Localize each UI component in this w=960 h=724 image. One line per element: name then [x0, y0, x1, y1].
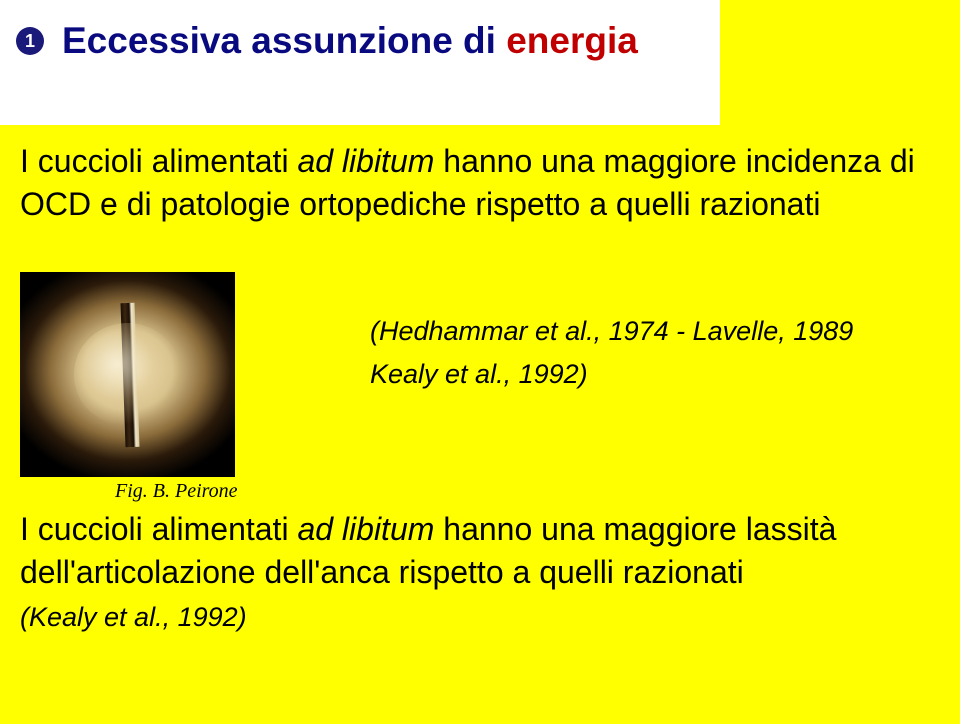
- slide-title: Eccessiva assunzione di energia: [62, 20, 638, 62]
- title-text-blue: Eccessiva assunzione di: [62, 20, 506, 61]
- title-text-red: energia: [506, 20, 638, 61]
- photo-caption: Fig. B. Peirone: [115, 480, 238, 503]
- arthroscopy-photo: [20, 272, 235, 477]
- bullet-number-icon: 1: [16, 27, 44, 55]
- p2-text-italic: ad libitum: [297, 511, 434, 547]
- title-row: 1 Eccessiva assunzione di energia: [16, 20, 638, 62]
- citation-1: (Hedhammar et al., 1974 - Lavelle, 1989 …: [370, 310, 853, 396]
- p1-text-a: I cuccioli alimentati: [20, 143, 297, 179]
- citation-2: (Kealy et al., 1992): [20, 602, 247, 632]
- title-background-box: [0, 0, 720, 125]
- p2-text-a: I cuccioli alimentati: [20, 511, 297, 547]
- citation1-line1: (Hedhammar et al., 1974 - Lavelle, 1989: [370, 310, 853, 353]
- paragraph-2: I cuccioli alimentati ad libitum hanno u…: [20, 508, 940, 638]
- p1-text-italic: ad libitum: [297, 143, 434, 179]
- paragraph-1: I cuccioli alimentati ad libitum hanno u…: [20, 140, 960, 226]
- citation1-line2: Kealy et al., 1992): [370, 353, 853, 396]
